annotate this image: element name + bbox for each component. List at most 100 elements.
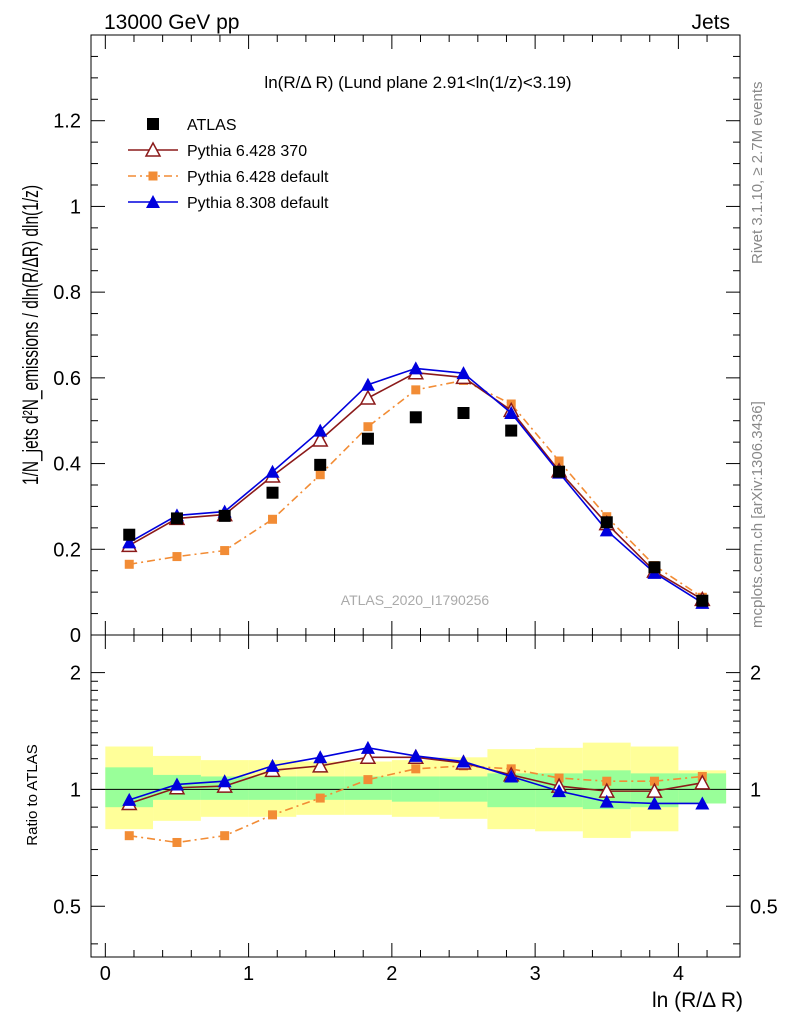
ratio-point-pythia-8-308-default <box>599 794 614 808</box>
ratio-point-pythia-6-428-default <box>649 776 659 786</box>
main-series-line-pythia-8-308-default <box>128 367 703 604</box>
main-point-atlas <box>457 407 470 419</box>
ratio-panel-frame <box>90 634 741 958</box>
main-point-pythia-8-308-default <box>313 423 328 437</box>
ratio-y-tick-label: 1 <box>70 779 81 801</box>
panel-title: ln(R/Δ R) (Lund plane 2.91<ln(1/z)<3.19) <box>264 73 571 92</box>
ratio-y-tick-label-right: 0.5 <box>750 896 778 918</box>
main-point-pythia-8-308-default <box>408 361 423 375</box>
ratio-point-pythia-8-308-default <box>122 792 137 806</box>
ratio-point-pythia-8-308-default <box>456 754 471 768</box>
main-series-line-pythia-6-428-370 <box>128 371 703 601</box>
ratio-y-tick-label: 2 <box>70 663 81 685</box>
rivet-label: Rivet 3.1.10, ≥ 2.7M events <box>749 82 766 265</box>
main-y-tick-label: 0.2 <box>53 539 81 561</box>
ratio-stat-uncertainty-band <box>344 776 392 800</box>
ratio-point-pythia-8-308-default <box>217 774 232 788</box>
main-point-atlas <box>218 509 231 522</box>
legend-marker-pythia-8-308-default <box>146 195 160 208</box>
main-point-pythia-6-428-default <box>315 470 325 480</box>
ratio-point-pythia-6-428-default <box>602 776 612 786</box>
analysis-label: ATLAS_2020_I1790256 <box>341 592 490 608</box>
main-y-tick-label: 0.8 <box>53 282 81 304</box>
ratio-point-pythia-6-428-default <box>315 793 325 803</box>
ratio-point-pythia-6-428-370 <box>694 774 711 790</box>
ratio-plot-layer: 0.5 0.5 1 1 2 2 0 1 2 3 4 <box>53 635 778 985</box>
process-label: Jets <box>691 11 730 34</box>
main-y-axis-label-text: 1/N_jets d²N_emissions / dln(R/ΔR) dln(1… <box>18 185 43 485</box>
main-point-pythia-6-428-370 <box>311 431 329 447</box>
ratio-point-pythia-6-428-default <box>268 810 278 820</box>
source-label: mcplots.cern.ch [arXiv:1306.3436] <box>749 401 766 628</box>
legend-label-atlas: ATLAS <box>187 117 237 134</box>
legend: ATLAS Pythia 6.428 370 Pythia 6.428 defaul… <box>128 117 329 212</box>
main-point-atlas <box>505 424 518 437</box>
main-point-atlas <box>409 411 422 424</box>
x-tick-label: 2 <box>386 963 397 985</box>
x-tick-label: 4 <box>673 963 684 985</box>
main-point-pythia-8-308-default <box>456 366 471 380</box>
ratio-point-pythia-8-308-default <box>408 748 423 762</box>
ratio-point-pythia-6-428-default <box>411 764 421 774</box>
main-point-pythia-6-428-default <box>268 514 278 524</box>
ratio-point-pythia-8-308-default <box>265 758 280 772</box>
legend-marker-atlas <box>147 118 159 130</box>
ratio-point-pythia-6-428-default <box>363 775 373 785</box>
main-point-atlas <box>696 594 709 607</box>
main-y-tick-label: 0 <box>70 625 81 647</box>
main-point-atlas <box>170 512 183 525</box>
main-y-tick-label: 0.6 <box>53 368 81 390</box>
legend-label-pythia-6-428-370: Pythia 6.428 370 <box>187 143 307 160</box>
main-y-tick-label: 0.4 <box>53 454 81 476</box>
main-point-pythia-8-308-default <box>599 523 614 537</box>
ratio-point-pythia-8-308-default <box>552 784 567 798</box>
ratio-stat-uncertainty-band <box>248 776 297 800</box>
main-y-tick-label: 1 <box>70 196 81 218</box>
main-point-pythia-6-428-default <box>124 559 134 569</box>
main-y-axis-label: 1/N_jets d²N_emissions / dln(R/ΔR) dln(1… <box>18 185 43 485</box>
ratio-point-pythia-8-308-default <box>313 750 328 764</box>
main-point-pythia-6-428-default <box>554 456 564 466</box>
legend-label-pythia-8-308-default: Pythia 8.308 default <box>187 195 329 212</box>
ratio-point-pythia-8-308-default <box>647 796 662 810</box>
legend-marker-pythia-6-428-default <box>148 171 158 181</box>
main-point-pythia-6-428-default <box>220 546 230 556</box>
ratio-y-tick-label: 0.5 <box>53 896 81 918</box>
ratio-point-pythia-8-308-default <box>504 769 519 783</box>
ratio-point-pythia-8-308-default <box>169 777 184 791</box>
ratio-point-pythia-6-428-default <box>220 831 230 841</box>
x-tick-label: 3 <box>530 963 541 985</box>
x-tick-label: 0 <box>100 963 111 985</box>
ratio-point-pythia-8-308-default <box>695 796 710 810</box>
main-point-atlas <box>553 465 566 478</box>
ratio-y-tick-label-right: 2 <box>750 663 761 685</box>
main-point-atlas <box>648 561 661 574</box>
ratio-y-tick-label-right: 1 <box>750 779 761 801</box>
main-point-atlas <box>266 486 279 499</box>
ratio-point-pythia-6-428-370 <box>311 757 329 773</box>
ratio-y-axis-label: Ratio to ATLAS <box>24 744 41 845</box>
ratio-point-pythia-6-428-default <box>124 831 134 841</box>
x-axis-label: ln (R/Δ R) <box>652 989 743 1012</box>
panel-title-text: ln(R/Δ R) (Lund plane 2.91<ln(1/z)<3.19) <box>264 73 571 92</box>
main-point-pythia-6-428-default <box>411 385 421 395</box>
main-point-pythia-6-428-default <box>363 422 373 432</box>
ratio-point-pythia-6-428-370 <box>359 748 377 765</box>
legend-marker-pythia-6-428-370 <box>144 141 162 157</box>
legend-label-pythia-6-428-default: Pythia 6.428 default <box>187 169 329 186</box>
main-point-atlas <box>123 528 136 541</box>
main-point-pythia-6-428-370 <box>359 389 377 405</box>
main-point-atlas <box>314 458 327 471</box>
main-point-pythia-8-308-default <box>504 406 519 419</box>
ratio-point-pythia-6-428-default <box>172 837 182 847</box>
main-point-pythia-6-428-default <box>172 552 182 562</box>
energy-label: 13000 GeV pp <box>104 11 239 34</box>
ratio-point-pythia-8-308-default <box>360 740 375 754</box>
main-point-pythia-8-308-default <box>122 535 137 549</box>
main-plot-layer: 0 0.2 0.4 0.6 0.8 1 1.2 <box>53 35 740 647</box>
main-point-pythia-8-308-default <box>360 377 375 391</box>
main-y-tick-label: 1.2 <box>53 111 81 133</box>
main-point-atlas <box>600 516 613 529</box>
